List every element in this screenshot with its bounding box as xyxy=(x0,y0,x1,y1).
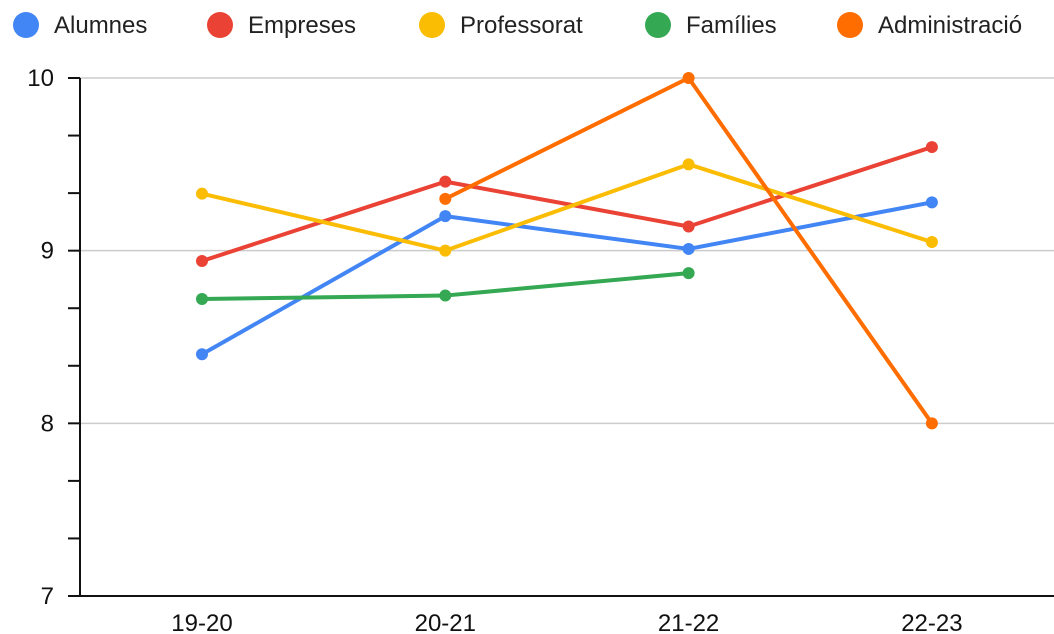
legend-label: Famílies xyxy=(686,12,777,39)
data-point xyxy=(682,220,695,233)
legend-swatch xyxy=(13,12,39,38)
gridlines xyxy=(80,77,1054,425)
legend-label: Empreses xyxy=(248,12,356,39)
data-point xyxy=(682,242,695,255)
x-axis-ticks: 19-20 20-21 21-22 22-23 xyxy=(171,610,962,634)
legend-item: Famílies xyxy=(645,12,777,39)
data-point xyxy=(925,196,938,209)
legend-item: Professorat xyxy=(419,12,583,39)
legend-swatch xyxy=(837,12,863,38)
legend-item: Alumnes xyxy=(13,12,147,39)
y-tick-label: 10 xyxy=(27,65,54,92)
x-tick-label: 19-20 xyxy=(171,610,232,634)
y-tick-label: 9 xyxy=(41,238,54,265)
x-tick-label: 20-21 xyxy=(415,610,476,634)
series-line xyxy=(201,200,933,357)
data-point xyxy=(196,187,208,200)
legend-swatch xyxy=(207,12,233,38)
y-tick-label: 7 xyxy=(41,583,54,610)
series-famílies xyxy=(196,267,695,306)
data-point xyxy=(439,210,452,223)
series-administració xyxy=(439,72,938,430)
series-line xyxy=(201,162,933,253)
data-point xyxy=(439,244,452,257)
data-point xyxy=(925,236,938,249)
y-axis-ticks: 7 8 9 10 xyxy=(27,65,80,610)
data-point xyxy=(439,175,452,188)
series-group xyxy=(196,72,938,430)
data-point xyxy=(925,417,938,430)
legend-label: Professorat xyxy=(460,12,583,39)
series-empreses xyxy=(196,141,938,268)
x-tick-label: 21-22 xyxy=(658,610,719,634)
axes xyxy=(79,78,1054,597)
legend-item: Empreses xyxy=(207,12,356,39)
series-alumnes xyxy=(196,196,938,361)
data-point xyxy=(682,267,695,280)
legend-item: Administració xyxy=(837,12,1022,39)
legend: Alumnes Empreses Professorat Famílies Admini… xyxy=(13,12,1022,39)
data-point xyxy=(439,289,452,302)
y-tick-label: 8 xyxy=(41,410,54,437)
data-point xyxy=(196,255,208,268)
legend-label: Administració xyxy=(878,12,1022,39)
data-point xyxy=(196,293,208,306)
series-professorat xyxy=(196,158,938,257)
data-point xyxy=(925,141,938,154)
data-point xyxy=(682,72,695,84)
legend-swatch xyxy=(419,12,445,38)
series-line xyxy=(201,145,933,263)
x-tick-label: 22-23 xyxy=(901,610,962,634)
data-point xyxy=(196,348,208,361)
legend-label: Alumnes xyxy=(54,12,147,39)
data-point xyxy=(439,192,452,205)
legend-swatch xyxy=(645,12,671,38)
data-point xyxy=(682,158,695,171)
